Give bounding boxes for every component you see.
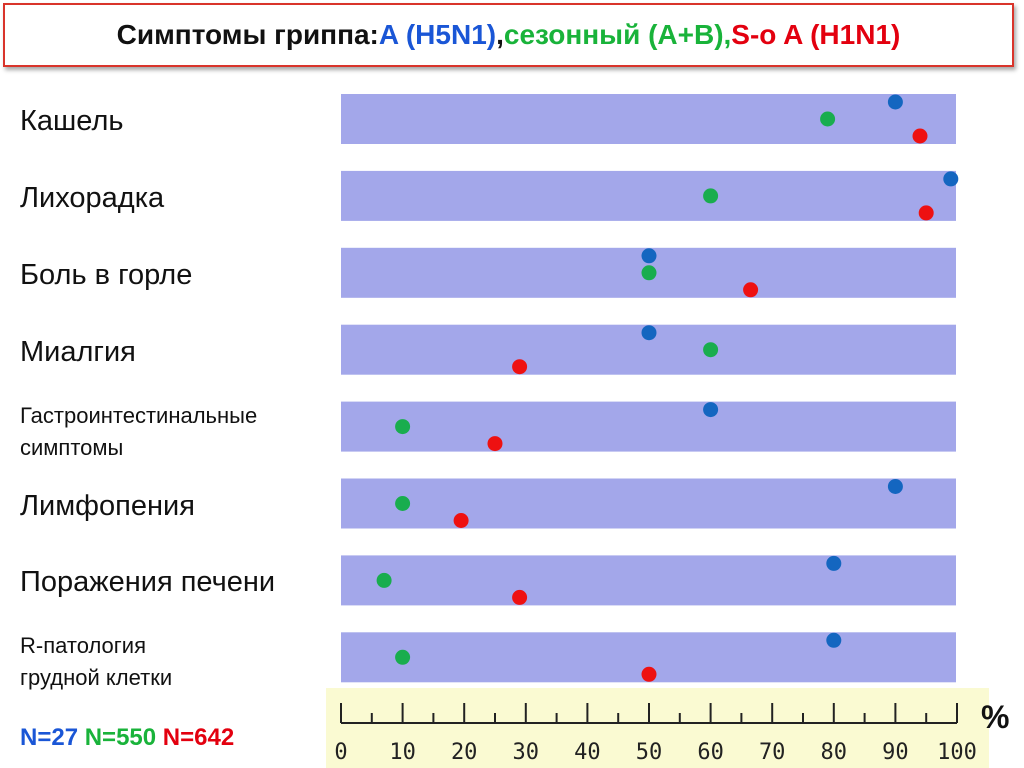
x-tick-label: 70 — [759, 740, 786, 765]
data-point-h1n1 — [487, 436, 503, 452]
x-axis: 0 10 20 30 40 50 60 70 80 90 100 — [334, 703, 977, 765]
x-tick-label: 100 — [937, 740, 977, 765]
data-points — [376, 94, 959, 682]
x-tick-label: 80 — [821, 740, 848, 765]
data-point-h1n1 — [512, 359, 528, 375]
title-series-seasonal: сезонный (A+B), — [503, 19, 732, 50]
data-point-h5n1 — [641, 248, 657, 264]
category-label: Боль в горле — [20, 259, 193, 291]
x-tick-label: 30 — [513, 740, 540, 765]
category-label: Лимфопения — [20, 490, 195, 522]
x-tick-label: 90 — [882, 740, 909, 765]
data-point-h1n1 — [743, 282, 759, 298]
data-point-h5n1 — [826, 632, 842, 648]
data-point-seasonal — [395, 496, 411, 511]
n-count-h5n1: N=27 — [20, 724, 79, 751]
data-point-h1n1 — [912, 128, 928, 144]
chart-title: Симптомы гриппа: A (H5N1) , сезонный (A+… — [3, 3, 1014, 67]
x-tick-label: 40 — [574, 740, 601, 765]
category-bands — [341, 94, 956, 683]
category-label-line: симптомы — [20, 435, 124, 460]
data-point-h1n1 — [453, 513, 469, 528]
x-axis-unit-label: % — [981, 699, 1010, 735]
n-count-seasonal: N=550 — [84, 724, 157, 751]
data-point-seasonal — [395, 419, 411, 435]
category-band — [341, 401, 956, 452]
x-tick-label: 0 — [334, 740, 347, 765]
data-point-h5n1 — [887, 94, 903, 110]
data-point-h5n1 — [641, 325, 657, 341]
data-point-seasonal — [703, 188, 719, 204]
title-series-h5n1: A (H5N1) — [378, 19, 497, 50]
category-label: Кашель — [20, 105, 124, 137]
category-label: R-патология грудной клетки — [20, 630, 172, 694]
title-separator: , — [496, 19, 504, 50]
x-tick-label: 20 — [451, 740, 478, 765]
title-main: Симптомы гриппа: — [116, 19, 379, 50]
category-band — [341, 170, 956, 221]
data-point-seasonal — [395, 649, 411, 665]
category-band — [341, 478, 956, 529]
category-label-line: R-патология — [20, 633, 147, 658]
x-tick-label: 60 — [697, 740, 724, 765]
data-point-h1n1 — [641, 666, 657, 682]
category-band — [341, 94, 956, 144]
category-label-line: Гастроинтестинальные — [20, 403, 258, 428]
data-point-h5n1 — [943, 171, 959, 187]
data-point-h1n1 — [512, 589, 528, 605]
data-point-seasonal — [641, 265, 657, 281]
data-point-h5n1 — [826, 555, 842, 571]
x-tick-label: 50 — [636, 740, 663, 765]
data-point-seasonal — [820, 111, 836, 127]
sample-size-legend: N=27 N=550 N=642 — [20, 724, 234, 752]
title-series-h1n1: S-o A (H1N1) — [731, 19, 901, 50]
data-point-h5n1 — [887, 479, 903, 494]
data-point-h1n1 — [918, 205, 934, 221]
data-point-h5n1 — [703, 402, 719, 418]
category-label: Поражения печени — [20, 566, 276, 598]
category-label: Гастроинтестинальные симптомы — [20, 400, 257, 464]
category-label: Миалгия — [20, 336, 136, 368]
n-count-h1n1: N=642 — [162, 724, 235, 751]
x-tick-label: 10 — [389, 740, 416, 765]
category-band — [341, 555, 956, 606]
category-label-line: грудной клетки — [20, 665, 173, 690]
category-label: Лихорадка — [20, 182, 165, 214]
axis-panel — [326, 688, 989, 768]
data-point-seasonal — [703, 342, 719, 358]
data-point-seasonal — [376, 572, 392, 588]
